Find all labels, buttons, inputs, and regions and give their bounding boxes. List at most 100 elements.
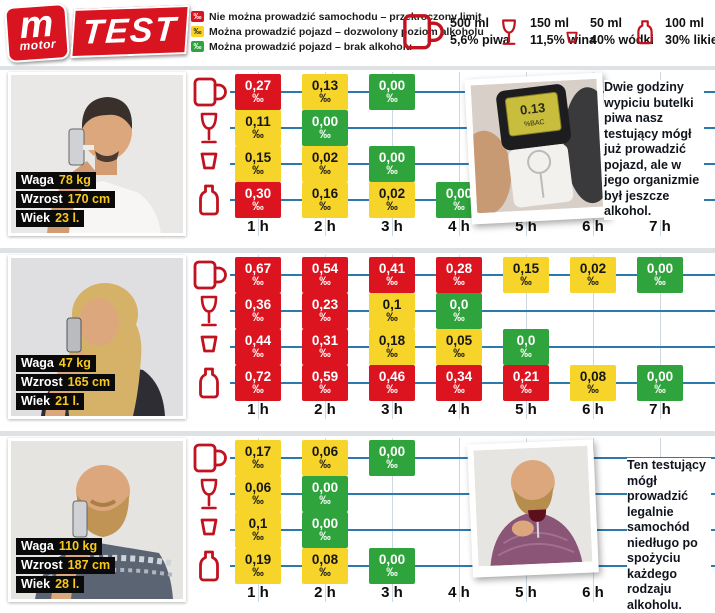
stat-height: Wzrost 165 cm — [16, 374, 116, 391]
drink-volume: 500 ml — [450, 16, 489, 31]
reading-badge: 0,34 ‰ — [436, 365, 482, 401]
hour-gridline — [660, 255, 661, 419]
reading-badge: 0,54 ‰ — [302, 257, 348, 293]
hour-label: 5 h — [515, 584, 537, 601]
yellow-permille-icon: ‰ — [191, 26, 204, 37]
reading-badge: 0,08 ‰ — [570, 365, 616, 401]
breathalyzer-illustration: 0.13 %BAC — [459, 78, 617, 215]
reading-badge: 0,05 ‰ — [436, 329, 482, 365]
reading-badge: 0,00 ‰ — [369, 146, 415, 182]
wine-glass-icon — [191, 111, 227, 145]
reading-badge: 0,06 ‰ — [302, 440, 348, 476]
wine-glass-icon — [191, 477, 227, 511]
hour-label: 4 h — [448, 218, 470, 235]
hour-label: 6 h — [582, 218, 604, 235]
reading-badge: 0,00 ‰ — [369, 440, 415, 476]
reading-badge: 0,21 ‰ — [503, 365, 549, 401]
test-row-tester-2: 1 h 2 h 3 h 4 h 5 h 6 h 7 h 0,67 ‰ 0,54 ‰ 0,41 ‰ 0,28… — [0, 253, 715, 430]
reading-badge: 0,00 ‰ — [637, 257, 683, 293]
reading-badge: 0,28 ‰ — [436, 257, 482, 293]
reading-badge: 0,0 ‰ — [503, 329, 549, 365]
hour-label: 4 h — [448, 584, 470, 601]
reading-badge: 0,46 ‰ — [369, 365, 415, 401]
hour-label: 2 h — [314, 584, 336, 601]
legend-label: Nie można prowadzić samochodu – przekroc… — [209, 10, 482, 23]
legend-label: Można prowadzić pojazd – brak alkoholu — [209, 40, 413, 53]
reading-badge: 0,00 ‰ — [302, 512, 348, 548]
drink-volume: 100 ml — [665, 16, 704, 31]
reading-badge: 0,11 ‰ — [235, 110, 281, 146]
liqueur-bottle-icon — [191, 549, 227, 583]
breathalyzer-screen-unit: %BAC — [524, 119, 545, 128]
reading-badge: 0,59 ‰ — [302, 365, 348, 401]
liqueur-bottle-icon — [631, 19, 659, 45]
test-row-tester-3: 1 h2 h3 h4 h5 h6 h7 h0,17‰0,06‰0,00‰0,06… — [0, 436, 715, 613]
breathalyzer-screen-value: 0.13 — [519, 100, 546, 118]
beer-mug-icon — [400, 11, 444, 53]
hour-gridline — [593, 255, 594, 419]
motor-magazine-logo: m motor — [4, 3, 70, 64]
drink-legend-beer: 500 ml 5,6% piwa — [400, 8, 510, 56]
hour-label: 6 h — [582, 584, 604, 601]
drink-legend-wine: 150 ml 11,5% wina — [494, 8, 596, 56]
readings-chart: 1 h2 h3 h4 h5 h6 h7 h0,17‰0,06‰0,00‰0,06… — [0, 436, 715, 613]
reading-badge: 0,02 ‰ — [570, 257, 616, 293]
drink-legend-liqueur: 100 ml 30% likieru — [631, 8, 715, 56]
tester-1-photo: Waga 78 kg Wzrost 170 cm Wiek 23 l. — [8, 72, 186, 236]
reading-badge: 0,13 ‰ — [302, 74, 348, 110]
beer-mug-icon — [191, 75, 227, 109]
reading-badge: 0,36 ‰ — [235, 293, 281, 329]
wine-glass-icon — [191, 294, 227, 328]
reading-badge: 0,15 ‰ — [235, 146, 281, 182]
hour-label: 1 h — [247, 218, 269, 235]
reading-badge: 0,08 ‰ — [302, 548, 348, 584]
test-banner-text: TEST — [81, 10, 179, 52]
hour-gridline — [459, 72, 460, 236]
hour-label: 5 h — [515, 401, 537, 418]
reading-badge: 0,30 ‰ — [235, 182, 281, 218]
shot-glass-icon — [560, 28, 584, 51]
hour-label: 4 h — [448, 401, 470, 418]
reading-badge: 0,0 ‰ — [436, 293, 482, 329]
tester-3-note: Ten testujący mógł prowadzić legalnie sa… — [627, 458, 711, 613]
drink-volume: 150 ml — [530, 16, 569, 31]
breathalyzer-photo: 0.13 %BAC — [459, 72, 617, 225]
tester-1-stats: Waga 78 kg Wzrost 170 cm Wiek 23 l. — [16, 170, 116, 227]
hour-label: 3 h — [381, 401, 403, 418]
beer-mug-icon — [191, 258, 227, 292]
hour-label: 6 h — [582, 401, 604, 418]
tester-3-drinking-illustration — [473, 445, 593, 567]
hour-label: 3 h — [381, 584, 403, 601]
row-divider — [0, 431, 715, 436]
reading-badge: 0,1 ‰ — [235, 512, 281, 548]
tester-3-photo: Waga 110 kg Wzrost 187 cm Wiek 28 l. — [8, 438, 186, 602]
reading-badge: 0,31 ‰ — [302, 329, 348, 365]
reading-badge: 0,00 ‰ — [637, 365, 683, 401]
green-permille-icon: ‰ — [191, 41, 204, 52]
logo-motor-text: motor — [19, 36, 57, 54]
legend-item-green: ‰ Można prowadzić pojazd – brak alkoholu — [191, 40, 412, 53]
reading-badge: 0,72 ‰ — [235, 365, 281, 401]
hour-label: 2 h — [314, 218, 336, 235]
reading-badge: 0,06 ‰ — [235, 476, 281, 512]
hour-label: 7 h — [649, 401, 671, 418]
reading-badge: 0,00 ‰ — [369, 74, 415, 110]
reading-badge: 0,00 ‰ — [302, 110, 348, 146]
tester-1-note: Dwie godziny wypiciu butelki piwa nasz t… — [604, 80, 704, 220]
hour-gridline — [392, 438, 393, 602]
legend-label: Można prowadzić pojazd – dozwolony pozio… — [209, 25, 484, 38]
reading-badge: 0,17 ‰ — [235, 440, 281, 476]
hour-gridline — [459, 438, 460, 602]
reading-badge: 0,02 ‰ — [369, 182, 415, 218]
hour-label: 5 h — [515, 218, 537, 235]
stat-height: Wzrost 170 cm — [16, 191, 116, 208]
row-divider — [0, 248, 715, 253]
shot-glass-icon — [191, 513, 227, 547]
shot-glass-icon — [191, 330, 227, 364]
tester-3-drinking-photo — [467, 439, 599, 578]
legend-item-red: ‰ Nie można prowadzić samochodu – przekr… — [191, 10, 481, 23]
page-header: m motor TEST ‰ Nie można prowadzić samoc… — [0, 0, 715, 66]
drink-volume: 50 ml — [590, 16, 622, 31]
header-divider — [0, 66, 715, 70]
